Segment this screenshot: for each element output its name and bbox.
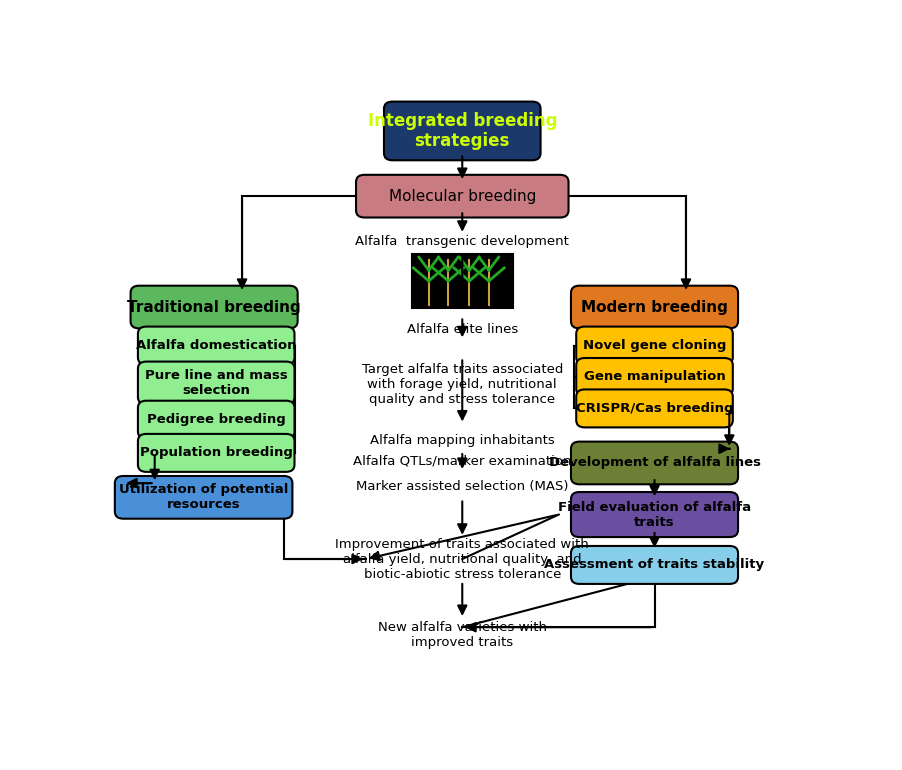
FancyBboxPatch shape	[138, 434, 295, 472]
FancyBboxPatch shape	[571, 546, 738, 584]
Text: Molecular breeding: Molecular breeding	[389, 189, 536, 203]
Text: Alfalfa domestication: Alfalfa domestication	[136, 339, 297, 352]
Text: Pedigree breeding: Pedigree breeding	[147, 413, 286, 426]
FancyBboxPatch shape	[115, 476, 292, 519]
Text: Modern breeding: Modern breeding	[581, 300, 728, 314]
FancyBboxPatch shape	[131, 286, 298, 328]
Text: Target alfalfa traits associated
with forage yield, nutritional
quality and stre: Target alfalfa traits associated with fo…	[362, 363, 563, 406]
FancyBboxPatch shape	[571, 286, 738, 328]
Text: CRISPR/Cas breeding: CRISPR/Cas breeding	[575, 402, 733, 415]
FancyBboxPatch shape	[138, 362, 295, 404]
Text: Marker assisted selection (MAS): Marker assisted selection (MAS)	[356, 480, 568, 493]
Text: Alfalfa QTLs/marker examination: Alfalfa QTLs/marker examination	[353, 454, 572, 467]
FancyBboxPatch shape	[138, 326, 295, 364]
Text: Traditional breeding: Traditional breeding	[127, 300, 301, 314]
Text: Alfalfa elite lines: Alfalfa elite lines	[407, 323, 518, 336]
Text: Improvement of traits associated with
alfalfa yield, nutritional quality, and
bi: Improvement of traits associated with al…	[336, 537, 589, 581]
FancyBboxPatch shape	[384, 102, 540, 160]
Text: Field evaluation of alfalfa
traits: Field evaluation of alfalfa traits	[558, 500, 751, 528]
Text: Utilization of potential
resources: Utilization of potential resources	[119, 484, 289, 511]
Text: Pure line and mass
selection: Pure line and mass selection	[145, 369, 288, 397]
FancyBboxPatch shape	[138, 400, 295, 439]
FancyBboxPatch shape	[576, 390, 732, 427]
FancyBboxPatch shape	[411, 254, 513, 308]
Text: New alfalfa varieties with
improved traits: New alfalfa varieties with improved trai…	[378, 621, 547, 649]
Text: Alfalfa mapping inhabitants: Alfalfa mapping inhabitants	[370, 434, 555, 447]
FancyBboxPatch shape	[571, 492, 738, 537]
FancyBboxPatch shape	[576, 326, 732, 364]
Text: Population breeding: Population breeding	[140, 447, 292, 460]
Text: Assessment of traits stability: Assessment of traits stability	[545, 558, 765, 571]
Text: Integrated breeding
strategies: Integrated breeding strategies	[367, 112, 557, 150]
Text: Alfalfa  transgenic development: Alfalfa transgenic development	[355, 236, 569, 248]
Text: Development of alfalfa lines: Development of alfalfa lines	[548, 457, 760, 470]
FancyBboxPatch shape	[571, 442, 738, 484]
Text: Novel gene cloning: Novel gene cloning	[583, 339, 726, 352]
Text: Gene manipulation: Gene manipulation	[584, 370, 725, 383]
FancyBboxPatch shape	[576, 358, 732, 396]
FancyBboxPatch shape	[356, 175, 568, 217]
